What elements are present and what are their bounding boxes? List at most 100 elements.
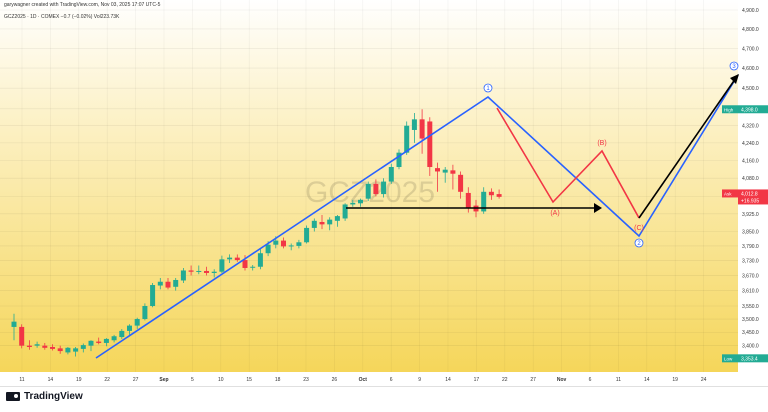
y-tick-label: 4,160.0 [742, 158, 759, 164]
price-tag-box [722, 354, 768, 363]
candle-body [319, 221, 325, 225]
price-tag-low: Low 3,353.4 [722, 354, 768, 363]
brand-label: TradingView [24, 391, 83, 402]
candle [319, 214, 325, 230]
candle-body [227, 257, 233, 260]
candle [88, 340, 94, 352]
candle-body [234, 257, 240, 261]
y-tick-label: 4,900.0 [742, 8, 759, 14]
candle [404, 121, 410, 155]
candle [80, 343, 86, 353]
candle [350, 199, 356, 207]
candle-body [219, 259, 225, 272]
y-tick-label: 4,320.0 [742, 124, 759, 130]
candle [311, 218, 317, 232]
wave-1-marker [483, 83, 493, 93]
y-tick-label: 4,500.0 [742, 86, 759, 92]
candle [427, 117, 433, 176]
candle [73, 346, 79, 357]
candle-body [150, 285, 156, 306]
y-tick-label: 3,850.0 [742, 229, 759, 235]
candle-body [334, 216, 340, 221]
candle [150, 283, 156, 308]
candle-body [265, 244, 271, 254]
candle [458, 171, 464, 199]
candle-body [327, 219, 333, 225]
candle-body [373, 183, 379, 195]
candle-body [435, 168, 440, 172]
candle-body [180, 270, 186, 281]
grid-lines [0, 0, 738, 372]
price-axis-background [738, 0, 768, 372]
candle [196, 265, 202, 275]
wave-2-marker [634, 238, 644, 248]
tradingview-icon [6, 392, 20, 401]
candle-body [127, 325, 132, 331]
candle [11, 313, 17, 341]
time-axis[interactable]: 11 14 19 22 27 Sep 5 10 15 18 23 26 Oct 6 9 14 17 22 27 Nov… [19, 377, 706, 383]
candle-body [296, 242, 302, 246]
wave-2-label: 2 [637, 241, 641, 247]
price-tag-change: +16.935 [738, 196, 768, 205]
candle [103, 338, 109, 347]
candle [481, 187, 487, 214]
candle-body [204, 270, 209, 273]
x-tick-label: 9 [418, 377, 421, 383]
price-tag-name: Low [724, 356, 733, 361]
wave-a-label: (A) [550, 210, 559, 217]
price-tag-value: 4,398.0 [741, 107, 758, 113]
x-tick-label: 14 [644, 377, 650, 383]
wave-3-marker [729, 61, 739, 71]
candle [342, 203, 348, 221]
candle [142, 303, 148, 321]
candle [96, 337, 102, 345]
candle-body [450, 170, 456, 174]
candle-body [381, 181, 387, 195]
candle [327, 217, 333, 231]
candle [381, 178, 387, 198]
candle-body [419, 119, 425, 139]
y-tick-label: 3,400.0 [742, 344, 759, 350]
candle [411, 113, 417, 143]
y-tick-label: 3,610.0 [742, 289, 759, 295]
candle-body [465, 192, 471, 208]
candle [173, 277, 179, 291]
x-tick-label: 26 [332, 377, 338, 383]
candle-body [388, 167, 394, 182]
candle [165, 277, 171, 290]
candle-body [411, 119, 417, 130]
candle-body [26, 345, 32, 347]
y-tick-label: 4,700.0 [742, 46, 759, 52]
symbol-info[interactable]: GCZ2025 · 1D · COMEX −0.7 (−0.02%) Vol22… [4, 14, 120, 20]
candle [488, 188, 494, 200]
candle-body [458, 174, 464, 192]
candlesticks [11, 109, 502, 357]
black-projection-line [638, 74, 739, 219]
y-tick-label: 4,800.0 [742, 27, 759, 33]
candle-body [19, 326, 25, 346]
candle-body [57, 348, 63, 352]
candle [396, 149, 402, 170]
candle-body [442, 169, 448, 173]
candle [211, 269, 217, 278]
x-tick-label: 14 [445, 377, 451, 383]
candle [57, 345, 63, 354]
candle-body [488, 191, 494, 196]
x-tick-label: 10 [218, 377, 224, 383]
x-tick-label: 6 [589, 377, 592, 383]
x-tick-label: 18 [275, 377, 281, 383]
candle [250, 265, 256, 271]
y-tick-label: 3,670.0 [742, 273, 759, 279]
x-tick-label: Sep [159, 377, 168, 383]
candle-body [304, 227, 310, 243]
candle [50, 344, 55, 351]
candle-body [88, 340, 94, 346]
candle-body [311, 220, 317, 228]
price-tag-box [738, 196, 768, 205]
candle-body [358, 199, 363, 204]
price-tag-high: High 4,398.0 [722, 105, 768, 114]
candle [296, 239, 302, 249]
candle-body [42, 345, 48, 348]
tradingview-logo[interactable]: TradingView [6, 391, 83, 402]
